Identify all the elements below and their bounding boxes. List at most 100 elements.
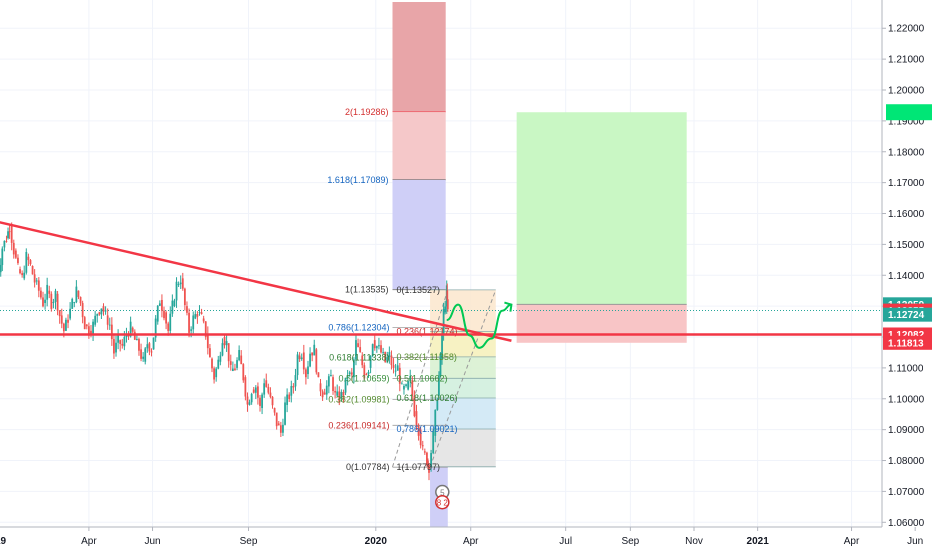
- candle-body: [278, 423, 280, 425]
- candle-body: [232, 369, 234, 371]
- price-axis: 1.220001.210001.200001.190001.180001.170…: [882, 0, 932, 550]
- candle-body: [157, 306, 159, 322]
- candle-body: [44, 300, 46, 303]
- price-axis-tick-label: 1.16000: [888, 209, 925, 220]
- candle-body: [259, 398, 261, 406]
- candle-body: [103, 306, 105, 311]
- candle-body: [320, 383, 322, 391]
- candle-body: [391, 356, 393, 366]
- candle-body: [416, 411, 418, 425]
- candle-body: [63, 324, 65, 332]
- candle-body: [405, 384, 407, 386]
- candle-body: [255, 388, 257, 393]
- candle-body: [328, 376, 330, 386]
- candle-body: [153, 338, 155, 350]
- candle-body: [286, 395, 288, 405]
- candle-body: [15, 251, 17, 258]
- candle-body: [224, 337, 226, 345]
- candle-body: [376, 346, 378, 348]
- candle-body: [46, 285, 48, 300]
- candle-body: [190, 329, 192, 331]
- candle-body: [169, 314, 171, 331]
- price-axis-tick-label: 1.21000: [888, 55, 925, 66]
- candle-body: [203, 318, 205, 321]
- candle-body: [94, 316, 96, 325]
- candle-body: [23, 273, 25, 279]
- fib-retracement-label: 0.618(1.11338): [329, 352, 389, 362]
- candle-body: [192, 315, 194, 329]
- candle-body: [374, 340, 376, 348]
- long-position-profit-zone: [517, 112, 687, 304]
- fib-ext-band: [392, 180, 445, 290]
- fib-ext-band: [392, 2, 445, 112]
- candle-body: [109, 325, 111, 326]
- candle-body: [27, 257, 29, 260]
- candle-body: [119, 340, 121, 344]
- candle-body: [393, 365, 395, 368]
- candle-body: [86, 325, 88, 327]
- candle-body: [282, 425, 284, 433]
- price-axis-tick-label: 1.08000: [888, 456, 925, 467]
- candle-body: [211, 359, 213, 369]
- candle-body: [136, 339, 138, 340]
- time-axis-tick-label: 2020: [365, 536, 388, 547]
- candle-body: [276, 413, 278, 427]
- candle-body: [357, 343, 359, 347]
- candle-body: [42, 297, 44, 306]
- candle-body: [359, 347, 361, 352]
- candle-body: [146, 344, 148, 348]
- fib-ext-band: [392, 112, 445, 180]
- candle-body: [123, 337, 125, 346]
- candle-body: [315, 349, 317, 372]
- time-axis-tick-label: Sep: [621, 536, 639, 547]
- fib-level-label: 0.382(1.11358): [396, 352, 456, 362]
- candle-body: [75, 287, 77, 302]
- candle-body: [184, 289, 186, 305]
- candle-body: [378, 345, 380, 346]
- candle-body: [280, 425, 282, 432]
- candle-body: [67, 320, 69, 323]
- candle-body: [149, 343, 151, 351]
- target-price-badge: [886, 104, 932, 120]
- candle-body: [199, 312, 201, 313]
- price-axis-tick-label: 1.11000: [888, 363, 924, 374]
- candle-body: [297, 354, 299, 375]
- fib-level-label: 0.786(1.09021): [396, 424, 457, 434]
- candle-body: [17, 258, 19, 263]
- fib-retracement-label: 0.236(1.09141): [328, 420, 389, 430]
- price-axis-tick-label: 1.09000: [888, 425, 925, 436]
- candle-body: [19, 269, 21, 273]
- candle-body: [267, 387, 269, 393]
- candle-body: [11, 226, 13, 243]
- candle-body: [188, 313, 190, 333]
- candle-body: [244, 377, 246, 396]
- fib-ext-level-label: 1(1.13535): [345, 285, 389, 295]
- fib-ext-level-label: 1.618(1.17089): [327, 175, 388, 185]
- candle-body: [3, 241, 5, 248]
- fib-retracement-label: 0.382(1.09981): [328, 394, 389, 404]
- candle-body: [265, 380, 267, 387]
- candle-body: [171, 301, 173, 314]
- time-axis-tick-label: Apr: [81, 536, 97, 547]
- candle-body: [332, 377, 334, 391]
- candle-body: [21, 273, 23, 275]
- candle-body: [9, 231, 11, 232]
- candle-body: [217, 360, 219, 369]
- candle-body: [284, 402, 286, 424]
- candle-body: [182, 278, 184, 288]
- candle-body: [115, 343, 117, 353]
- candle-body: [295, 375, 297, 386]
- candle-body: [105, 310, 107, 311]
- candle-body: [69, 309, 71, 319]
- candle-body: [132, 328, 134, 332]
- candle-body: [201, 312, 203, 314]
- candle-body: [196, 314, 198, 317]
- price-axis-badge-label: 1.12724: [888, 310, 925, 321]
- candle-body: [222, 343, 224, 355]
- candle-body: [78, 291, 80, 297]
- time-axis-tick-label: Apr: [463, 536, 479, 547]
- candle-body: [82, 303, 84, 317]
- candle-body: [40, 291, 42, 298]
- candle-body: [186, 306, 188, 313]
